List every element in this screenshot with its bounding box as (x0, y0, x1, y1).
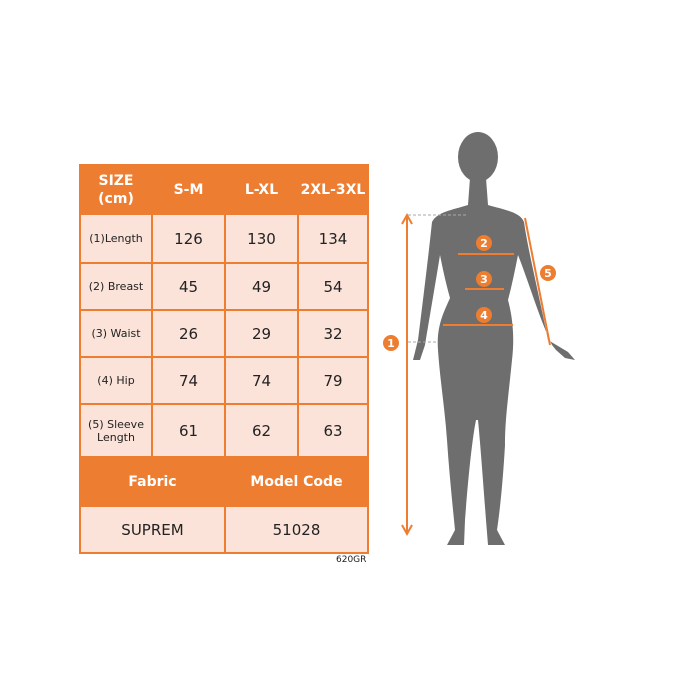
cell: 62 (224, 403, 299, 458)
marker-2: 2 (480, 237, 488, 250)
measure-lines (401, 212, 551, 537)
cell: 63 (297, 403, 369, 458)
col-header: 2XL-3XL (297, 164, 369, 215)
table-row: (3) Waist 26 29 32 (79, 309, 369, 358)
cell: 74 (224, 356, 299, 405)
measure-markers (383, 235, 556, 351)
cell: 74 (151, 356, 226, 405)
row-label: (4) Hip (79, 356, 153, 405)
marker-3: 3 (480, 273, 488, 286)
col-header: L-XL (224, 164, 299, 215)
row-label: (5) Sleeve Length (79, 403, 153, 458)
table-row: (1)Length 126 130 134 (79, 213, 369, 264)
size-chart-table: SIZE (cm) S-M L-XL 2XL-3XL (1)Length 126… (79, 164, 369, 554)
cell: 130 (224, 213, 299, 264)
cell: 61 (151, 403, 226, 458)
table-row: (5) Sleeve Length 61 62 63 (79, 403, 369, 458)
marker-4: 4 (480, 309, 488, 322)
cell: 54 (297, 262, 369, 311)
col-header: S-M (151, 164, 226, 215)
cell: 126 (151, 213, 226, 264)
row-label: (3) Waist (79, 309, 153, 358)
row-label: (1)Length (79, 213, 153, 264)
model-code-value: 51028 (224, 505, 369, 554)
fabric-header: Fabric (79, 456, 226, 507)
footer-row: SUPREM 51028 (79, 505, 369, 554)
marker-1: 1 (387, 337, 395, 350)
size-header: SIZE (cm) (79, 164, 153, 215)
fabric-value: SUPREM (79, 505, 226, 554)
header-row: SIZE (cm) S-M L-XL 2XL-3XL (79, 164, 369, 215)
table-row: (2) Breast 45 49 54 (79, 262, 369, 311)
model-code-header: Model Code (224, 456, 369, 507)
cell: 32 (297, 309, 369, 358)
cell: 49 (224, 262, 299, 311)
row-label: (2) Breast (79, 262, 153, 311)
cell: 29 (224, 309, 299, 358)
cell: 26 (151, 309, 226, 358)
product-code: 620GR (336, 555, 367, 565)
table-row: (4) Hip 74 74 79 (79, 356, 369, 405)
silhouette (413, 132, 575, 545)
cell: 45 (151, 262, 226, 311)
cell: 79 (297, 356, 369, 405)
cell: 134 (297, 213, 369, 264)
footer-header-row: Fabric Model Code (79, 456, 369, 507)
marker-5: 5 (544, 267, 552, 280)
